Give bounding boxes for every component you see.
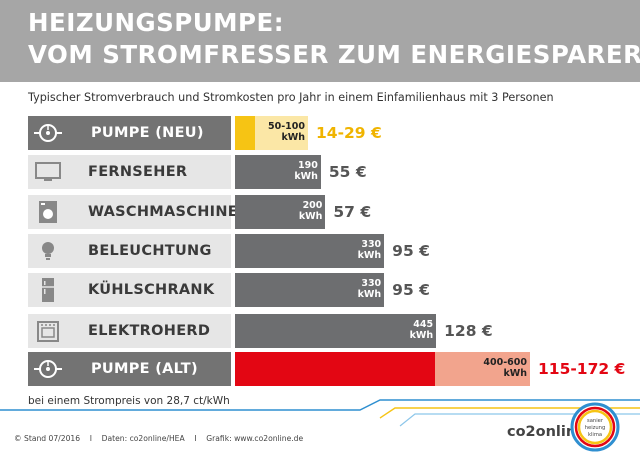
bar-min [235, 352, 435, 386]
seal-text-1: sanier [587, 418, 604, 424]
bar-range [435, 352, 530, 386]
cost-label: 14-29 € [316, 124, 382, 142]
kwh-data-label: 445 kWh [409, 319, 434, 341]
cost-label: 95 € [392, 242, 430, 260]
kwh-data-label: 330 kWh [357, 278, 382, 300]
bar-range [255, 116, 308, 150]
title-banner: HEIZUNGSPUMPE: VOM STROMFRESSER ZUM ENER… [0, 0, 640, 82]
footer: © Stand 07/2016 I Daten: co2online/HEA I… [14, 434, 303, 443]
footer-daten: Daten: co2online/HEA [101, 434, 185, 443]
category-label-box: KÜHLSCHRANK [28, 273, 231, 307]
footer-stand: Stand 07/2016 [24, 434, 81, 443]
light-bulb-icon [34, 237, 62, 265]
category-label-box: FERNSEHER [28, 155, 231, 189]
category-label: PUMPE (NEU) [91, 125, 204, 141]
price-footnote: bei einem Strompreis von 28,7 ct/kWh [28, 395, 230, 407]
pump-icon [34, 355, 62, 383]
bar [235, 195, 326, 229]
footer-separator: I [89, 434, 92, 443]
chart-row: WASCHMASCHINE 200 kWh 57 € [0, 195, 640, 229]
tv-icon [34, 158, 62, 186]
category-label-box: PUMPE (NEU) [28, 116, 231, 150]
bar [235, 155, 321, 189]
category-label: FERNSEHER [88, 164, 188, 180]
seal-text-3: klima [588, 432, 602, 438]
bar [235, 234, 385, 268]
decorative-lines [0, 399, 640, 427]
cost-label: 95 € [392, 281, 430, 299]
bar [235, 273, 385, 307]
title-line-1: HEIZUNGSPUMPE: [28, 8, 284, 37]
bar-min [235, 116, 255, 150]
pump-icon [34, 119, 62, 147]
seal-text-2: heizung [585, 425, 606, 431]
decorative-line-yellow [379, 407, 640, 419]
kwh-data-label: 330 kWh [357, 239, 382, 261]
cost-label: 128 € [444, 322, 493, 340]
decorative-line-light-blue [399, 413, 640, 427]
chart-row: PUMPE (NEU) 50-100 kWh 14-29 € [0, 116, 640, 150]
cost-label: 57 € [333, 203, 372, 221]
chart-row: FERNSEHER 190 kWh 55 € [0, 155, 640, 189]
climate-seal-icon: sanier heizung klima [570, 402, 620, 452]
cost-label: 115-172 € [538, 360, 626, 378]
category-label-box: WASCHMASCHINE [28, 195, 238, 229]
chart-row: KÜHLSCHRANK 330 kWh 95 € [0, 273, 640, 307]
decorative-line-blue [0, 399, 640, 411]
footer-separator: I [194, 434, 197, 443]
category-label-box: PUMPE (ALT) [28, 352, 231, 386]
category-label: WASCHMASCHINE [88, 204, 238, 220]
category-label: ELEKTROHERD [88, 323, 211, 339]
chart-row: ELEKTROHERD 445 kWh 128 € [0, 314, 640, 348]
stove-icon [34, 317, 62, 345]
category-label: BELEUCHTUNG [88, 243, 212, 259]
fridge-icon [34, 276, 62, 304]
category-label: KÜHLSCHRANK [88, 282, 215, 298]
brand-logo: co2online [507, 424, 587, 440]
kwh-data-label: 400-600 kWh [483, 357, 527, 379]
footer-grafik: Grafik: www.co2online.de [206, 434, 304, 443]
category-label-box: BELEUCHTUNG [28, 234, 231, 268]
kwh-data-label: 200 kWh [298, 200, 323, 222]
copyright-icon: © [14, 434, 22, 443]
bar [235, 314, 437, 348]
category-label: PUMPE (ALT) [91, 361, 198, 377]
cost-label: 55 € [328, 163, 367, 181]
kwh-data-label: 50-100 kWh [268, 121, 305, 143]
chart-row: BELEUCHTUNG 330 kWh 95 € [0, 234, 640, 268]
category-label-box: ELEKTROHERD [28, 314, 231, 348]
chart-subtitle: Typischer Stromverbrauch und Stromkosten… [28, 91, 554, 104]
kwh-data-label: 190 kWh [294, 160, 318, 182]
title-line-2: VOM STROMFRESSER ZUM ENERGIESPARER [28, 40, 640, 69]
washing-machine-icon [34, 198, 62, 226]
chart-row: PUMPE (ALT) 400-600 kWh 115-172 € [0, 352, 640, 386]
